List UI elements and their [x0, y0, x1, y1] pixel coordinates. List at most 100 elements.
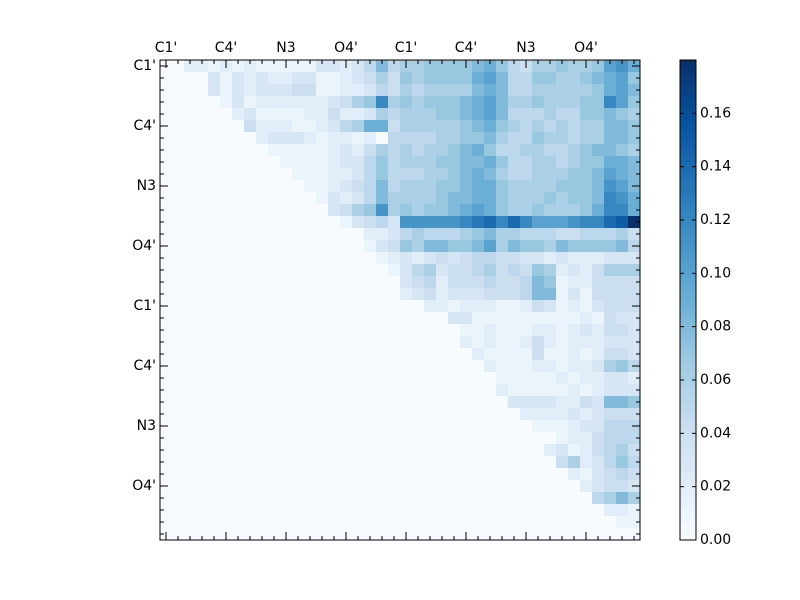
heatmap-cell: [376, 408, 389, 421]
heatmap-cell: [160, 408, 173, 421]
heatmap-cell: [424, 168, 437, 181]
heatmap-cell: [352, 60, 365, 73]
heatmap-cell: [268, 444, 281, 457]
heatmap-cell: [292, 456, 305, 469]
heatmap-cell: [568, 228, 581, 241]
heatmap-cell: [376, 360, 389, 373]
heatmap-cell: [388, 336, 401, 349]
heatmap-cell: [376, 336, 389, 349]
heatmap-cell: [256, 60, 269, 73]
heatmap-cell: [172, 120, 185, 133]
heatmap-cell: [424, 228, 437, 241]
heatmap-cell: [292, 192, 305, 205]
heatmap-cell: [352, 468, 365, 481]
heatmap-cell: [208, 516, 221, 529]
heatmap-cell: [448, 204, 461, 217]
heatmap-cell: [388, 240, 401, 253]
heatmap-cell: [604, 300, 617, 313]
heatmap-cell: [628, 516, 641, 529]
heatmap-cell: [364, 228, 377, 241]
heatmap-cell: [412, 420, 425, 433]
heatmap-cell: [412, 300, 425, 313]
heatmap-cell: [592, 492, 605, 505]
heatmap-cell: [484, 396, 497, 409]
heatmap-cell: [520, 288, 533, 301]
heatmap-cell: [232, 132, 245, 145]
heatmap-cell: [220, 180, 233, 193]
heatmap-cell: [580, 408, 593, 421]
heatmap-cell: [448, 180, 461, 193]
heatmap-cell: [556, 72, 569, 85]
heatmap-cell: [352, 120, 365, 133]
heatmap-cell: [592, 408, 605, 421]
heatmap-cell: [400, 384, 413, 397]
heatmap-cell: [364, 240, 377, 253]
heatmap-cell: [364, 348, 377, 361]
heatmap-cell: [400, 96, 413, 109]
heatmap-cell: [208, 468, 221, 481]
heatmap-cell: [592, 360, 605, 373]
heatmap-cell: [280, 216, 293, 229]
heatmap-cell: [304, 528, 317, 541]
heatmap-cell: [340, 420, 353, 433]
heatmap-cell: [268, 180, 281, 193]
heatmap-cell: [184, 468, 197, 481]
heatmap-cell: [532, 504, 545, 517]
heatmap-cell: [220, 360, 233, 373]
heatmap-cell: [316, 180, 329, 193]
heatmap-cell: [304, 276, 317, 289]
heatmap-cell: [592, 204, 605, 217]
heatmap-cell: [520, 372, 533, 385]
heatmap-cell: [592, 72, 605, 85]
heatmap-cell: [328, 504, 341, 517]
heatmap-cell: [304, 516, 317, 529]
heatmap-cell: [160, 372, 173, 385]
heatmap-cell: [628, 444, 641, 457]
heatmap-cell: [256, 264, 269, 277]
heatmap-cell: [352, 480, 365, 493]
heatmap-cell: [208, 144, 221, 157]
heatmap-cell: [208, 96, 221, 109]
heatmap-cell: [556, 444, 569, 457]
heatmap-cell: [412, 516, 425, 529]
heatmap-cell: [412, 456, 425, 469]
heatmap-cell: [484, 216, 497, 229]
heatmap-cell: [316, 192, 329, 205]
heatmap-cell: [424, 312, 437, 325]
heatmap-cell: [340, 384, 353, 397]
heatmap-cell: [412, 192, 425, 205]
heatmap-cell: [508, 396, 521, 409]
heatmap-cell: [352, 432, 365, 445]
heatmap-cell: [484, 516, 497, 529]
heatmap-cell: [556, 180, 569, 193]
heatmap-cell: [448, 432, 461, 445]
heatmap-cell: [556, 264, 569, 277]
heatmap-cell: [520, 156, 533, 169]
heatmap-cell: [304, 252, 317, 265]
heatmap-cell: [568, 420, 581, 433]
heatmap-cell: [604, 204, 617, 217]
heatmap-cell: [340, 396, 353, 409]
heatmap-cell: [484, 228, 497, 241]
heatmap-cell: [208, 408, 221, 421]
heatmap-cell: [580, 504, 593, 517]
heatmap-cell: [184, 480, 197, 493]
y-tick-label: C1': [133, 298, 156, 314]
heatmap-cell: [280, 84, 293, 97]
heatmap-cell: [412, 480, 425, 493]
heatmap-cell: [592, 372, 605, 385]
heatmap-cell: [340, 228, 353, 241]
heatmap-cell: [244, 120, 257, 133]
heatmap-cell: [508, 84, 521, 97]
heatmap-cell: [460, 384, 473, 397]
heatmap-cell: [496, 312, 509, 325]
heatmap-cell: [580, 420, 593, 433]
heatmap-cell: [184, 300, 197, 313]
heatmap-cell: [208, 348, 221, 361]
heatmap-cell: [316, 144, 329, 157]
heatmap-cell: [352, 456, 365, 469]
heatmap-cell: [544, 252, 557, 265]
heatmap-cell: [604, 156, 617, 169]
heatmap-cell: [364, 444, 377, 457]
heatmap-cell: [556, 456, 569, 469]
